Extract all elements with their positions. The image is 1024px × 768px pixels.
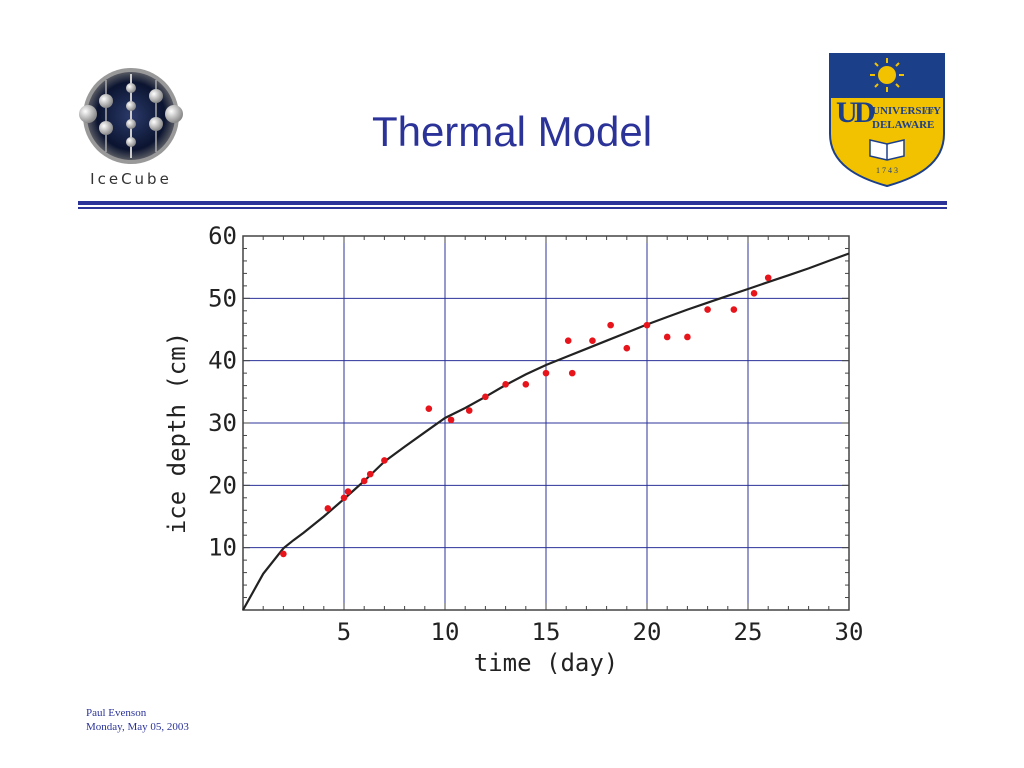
logo-year: 1 7 4 3 (876, 166, 898, 175)
svg-text:U: U (836, 96, 858, 129)
data-point (465, 407, 473, 414)
model-curve (242, 252, 850, 611)
data-point (381, 457, 388, 464)
logo-university: UNIVERSITY (872, 105, 941, 117)
data-point (663, 333, 671, 341)
footer: Paul Evenson Monday, May 05, 2003 (86, 706, 189, 734)
x-tick-label: 20 (633, 618, 662, 646)
y-tick-labels: 10 20 30 40 50 60 (208, 222, 237, 562)
data-point (730, 306, 738, 313)
data-point (447, 416, 455, 424)
x-tick-labels: 5 10 15 20 25 30 (337, 618, 864, 646)
icecube-logo: IceCube (79, 68, 183, 188)
y-tick-label: 40 (208, 347, 237, 375)
data-point (324, 505, 332, 512)
data-point (764, 274, 772, 282)
svg-text:D: D (854, 96, 876, 129)
data-point (482, 393, 489, 401)
header-rule-thin (78, 207, 947, 209)
x-tick-label: 30 (835, 618, 864, 646)
data-point (684, 333, 691, 341)
slide-title: Thermal Model (371, 108, 653, 155)
y-tick-label: 30 (208, 409, 237, 437)
book-icon (869, 139, 905, 161)
data-point (564, 337, 572, 345)
data-point (643, 321, 651, 329)
footer-date: Monday, May 05, 2003 (86, 721, 189, 733)
university-of-delaware-logo: U D UNIVERSITY OF DELAWARE 1 7 4 3 (829, 53, 945, 188)
thermal-model-chart: 5 10 15 20 25 30 10 20 30 40 50 60 time (day) ice … (163, 222, 864, 677)
header-rule (78, 201, 947, 205)
data-point (502, 381, 509, 388)
y-tick-label: 10 (208, 534, 237, 562)
data-point (366, 470, 374, 478)
plot-frame (242, 235, 850, 611)
data-point (522, 381, 530, 388)
y-tick-label: 60 (208, 222, 237, 250)
data-point (623, 344, 631, 352)
data-point (589, 337, 596, 345)
grid (243, 236, 849, 610)
logo-delaware: DELAWARE (872, 119, 934, 131)
data-point (280, 550, 287, 558)
y-axis-label: ice depth (cm) (163, 332, 191, 534)
data-point (542, 369, 550, 377)
data-points (280, 274, 772, 558)
x-tick-label: 10 (431, 618, 460, 646)
data-point (704, 306, 711, 313)
data-point (568, 369, 576, 377)
data-point (360, 477, 368, 485)
data-point (344, 488, 352, 495)
x-axis-label: time (day) (474, 649, 619, 677)
y-tick-label: 20 (208, 471, 237, 499)
data-point (607, 321, 614, 329)
y-tick-label: 50 (208, 284, 237, 312)
sun-icon (870, 58, 904, 92)
data-point (340, 494, 348, 502)
data-point (425, 405, 433, 412)
x-tick-label: 5 (337, 618, 351, 646)
logo-of: OF (925, 108, 934, 116)
x-tick-label: 15 (532, 618, 561, 646)
icecube-logo-text: IceCube (90, 170, 172, 188)
x-tick-label: 25 (734, 618, 763, 646)
data-point (750, 290, 758, 297)
footer-author: Paul Evenson (86, 707, 147, 719)
